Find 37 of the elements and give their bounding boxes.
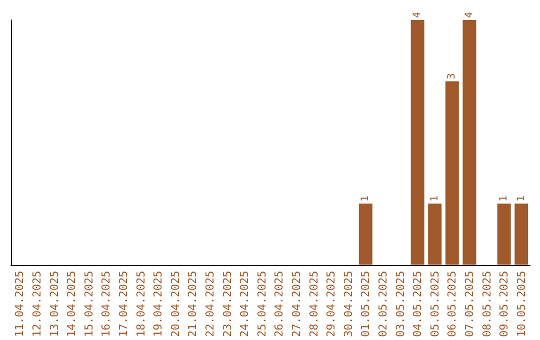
x-tick-label: 19.04.2025	[152, 270, 165, 338]
x-tick-label: 24.04.2025	[238, 270, 252, 338]
x-tick-label: 30.04.2025	[342, 270, 355, 338]
x-tick-label: 02.05.2025	[376, 270, 390, 338]
x-tick-label: 29.04.2025	[324, 270, 338, 338]
x-tick-label: 22.04.2025	[203, 270, 216, 338]
x-tick-label: 20.04.2025	[168, 270, 182, 338]
x-tick-label: 06.05.2025	[446, 270, 459, 338]
data-label: 3	[446, 73, 458, 80]
x-tick-label: 18.04.2025	[134, 270, 148, 338]
x-tick-label: 07.05.2025	[462, 270, 476, 338]
x-tick-label: 14.04.2025	[65, 270, 78, 338]
data-label: 1	[516, 196, 527, 202]
x-tick-label: 27.04.2025	[290, 270, 303, 338]
x-tick-label: 04.05.2025	[411, 270, 424, 338]
x-tick-label: 01.05.2025	[359, 270, 372, 338]
x-tick-label: 26.04.2025	[272, 270, 286, 338]
x-tick-label: 17.04.2025	[116, 270, 130, 338]
data-label: 4	[464, 12, 475, 18]
x-tick-label: 12.04.2025	[30, 270, 44, 338]
data-label: 1	[429, 196, 440, 202]
x-tick-label: 11.04.2025	[13, 270, 26, 338]
x-tick-label: 21.04.2025	[186, 270, 200, 338]
x-tick-label: 23.04.2025	[220, 270, 234, 338]
x-tick-label: 05.05.2025	[428, 270, 442, 338]
x-tick-label: 03.05.2025	[394, 270, 407, 338]
x-tick-label: 15.04.2025	[82, 270, 96, 338]
x-tick-label: 10.05.2025	[514, 270, 528, 338]
x-tick-label: 13.04.2025	[48, 270, 61, 338]
x-tick-label: 08.05.2025	[480, 270, 494, 338]
x-tick-label: 25.04.2025	[255, 270, 268, 338]
data-label: 1	[360, 196, 372, 202]
x-tick-label: 16.04.2025	[100, 270, 113, 338]
data-label: 1	[498, 196, 510, 202]
data-label: 4	[412, 12, 424, 18]
x-tick-label: 09.05.2025	[498, 270, 511, 338]
x-tick-label: 28.04.2025	[307, 270, 320, 338]
